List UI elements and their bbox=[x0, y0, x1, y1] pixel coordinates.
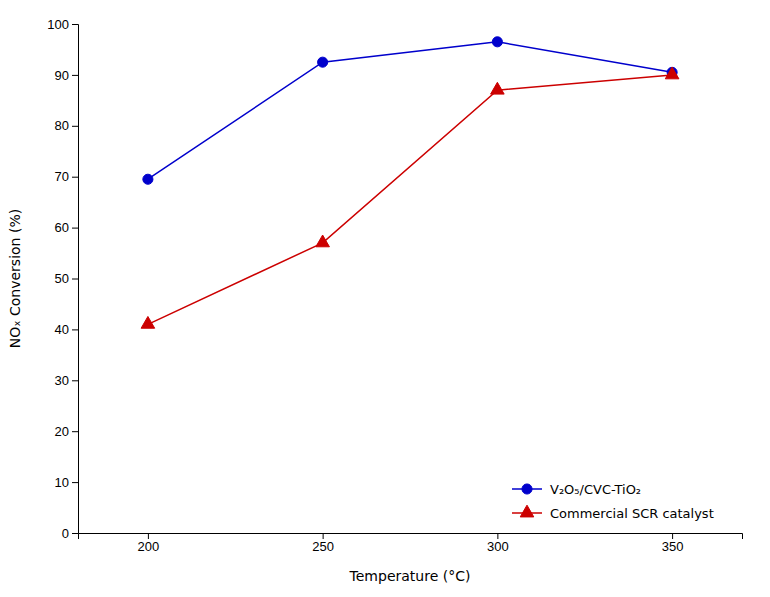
tick-mark bbox=[72, 431, 78, 432]
tick-label: 250 bbox=[312, 539, 334, 554]
marks bbox=[141, 37, 679, 328]
tick-mark bbox=[72, 177, 78, 178]
tick-mark bbox=[72, 533, 78, 534]
tick: 0 bbox=[62, 526, 78, 541]
tick: 250 bbox=[312, 533, 334, 554]
tick-mark bbox=[672, 533, 673, 539]
tick-label: 40 bbox=[55, 322, 69, 337]
tick: 100 bbox=[47, 17, 78, 32]
tick-label: 90 bbox=[55, 68, 69, 83]
tick-mark bbox=[72, 279, 78, 280]
legend: V₂O₅/CVC-TiO₂ Commercial SCR catalyst bbox=[512, 482, 714, 521]
tick: 60 bbox=[55, 220, 78, 235]
legend-label: Commercial SCR catalyst bbox=[550, 506, 714, 521]
tick-mark bbox=[72, 482, 78, 483]
x-axis: 200 250 300 350 bbox=[79, 533, 743, 554]
tick: 80 bbox=[55, 118, 78, 133]
tick-label: 70 bbox=[55, 169, 69, 184]
point bbox=[316, 235, 330, 247]
tick: 70 bbox=[55, 169, 78, 184]
x-axis-title: Temperature (°C) bbox=[349, 568, 471, 584]
tick-mark bbox=[323, 533, 324, 539]
legend-item: Commercial SCR catalyst bbox=[512, 505, 714, 520]
tick-mark bbox=[148, 533, 149, 539]
legend-label: V₂O₅/CVC-TiO₂ bbox=[550, 482, 641, 497]
tick-mark bbox=[72, 24, 78, 25]
point bbox=[143, 174, 153, 184]
point bbox=[318, 57, 328, 67]
tick: 200 bbox=[138, 533, 160, 554]
point bbox=[665, 67, 679, 79]
tick-label: 0 bbox=[62, 526, 69, 541]
tick: 50 bbox=[55, 271, 78, 286]
point bbox=[492, 37, 502, 47]
legend-marker bbox=[520, 505, 534, 517]
tick-mark bbox=[72, 329, 78, 330]
tick-mark bbox=[72, 75, 78, 76]
tick: 300 bbox=[487, 533, 509, 554]
tick-mark bbox=[72, 228, 78, 229]
tick: 90 bbox=[55, 68, 78, 83]
tick: 350 bbox=[662, 533, 684, 554]
tick-label: 350 bbox=[662, 539, 684, 554]
tick-mark bbox=[72, 126, 78, 127]
tick-label: 60 bbox=[55, 220, 69, 235]
legend-marker bbox=[522, 484, 532, 494]
tick: 40 bbox=[55, 322, 78, 337]
chart: 200 250 300 350 0 10 20 30 40 50 60 70 80 90 100 V₂O₅/C… bbox=[0, 0, 770, 597]
tick-label: 300 bbox=[487, 539, 509, 554]
tick-label: 80 bbox=[55, 118, 69, 133]
y-axis: 0 10 20 30 40 50 60 70 80 90 100 bbox=[47, 17, 78, 541]
tick: 10 bbox=[55, 475, 78, 490]
axis-line bbox=[72, 25, 79, 534]
point bbox=[141, 316, 155, 328]
tick-mark bbox=[497, 533, 498, 539]
series-line bbox=[148, 75, 672, 324]
tick-mark bbox=[72, 380, 78, 381]
tick: 20 bbox=[55, 424, 78, 439]
tick-label: 50 bbox=[55, 271, 69, 286]
tick-label: 10 bbox=[55, 475, 69, 490]
legend-item: V₂O₅/CVC-TiO₂ bbox=[512, 482, 641, 497]
point bbox=[491, 82, 505, 94]
plot: 200 250 300 350 0 10 20 30 40 50 60 70 80 90 100 V₂O₅/C… bbox=[47, 17, 742, 555]
tick-label: 20 bbox=[55, 424, 69, 439]
tick: 30 bbox=[55, 373, 78, 388]
tick-label: 30 bbox=[55, 373, 69, 388]
y-axis-title: NOₓ Conversion (%) bbox=[7, 209, 23, 348]
tick-label: 100 bbox=[47, 17, 69, 32]
tick-label: 200 bbox=[138, 539, 160, 554]
axis-line bbox=[79, 534, 743, 540]
series-line bbox=[148, 42, 672, 179]
